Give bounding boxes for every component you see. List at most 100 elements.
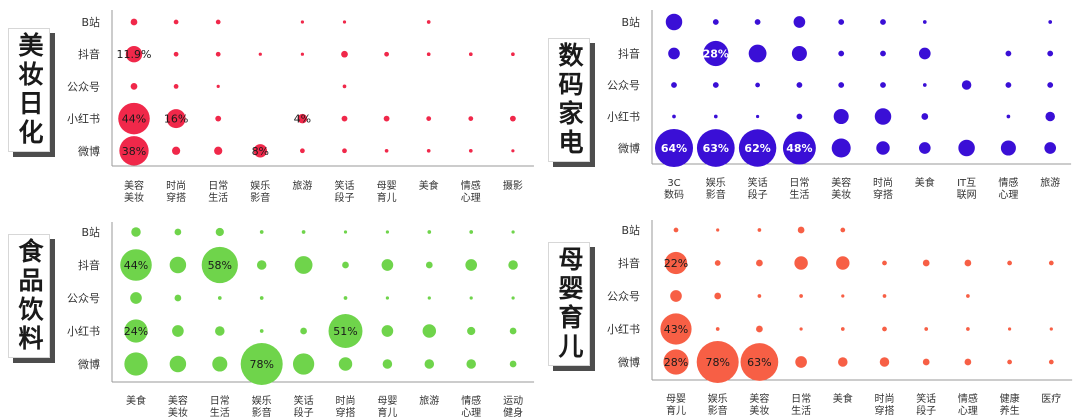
bubble	[958, 139, 975, 157]
x-tick-label: 旅游	[419, 394, 439, 407]
bubble	[341, 50, 348, 58]
bubble	[671, 82, 677, 88]
x-tick-label: 时尚穿搭	[875, 392, 895, 417]
bubble	[796, 82, 803, 88]
bubble	[217, 296, 222, 300]
bubble	[169, 256, 187, 274]
bubble	[794, 256, 808, 270]
bubble	[215, 326, 225, 336]
x-tick-label: 美食	[126, 394, 146, 407]
bubble	[215, 115, 222, 122]
bubble	[422, 324, 437, 338]
bubble	[509, 327, 517, 335]
y-tick-label: 微博	[78, 357, 100, 371]
bubble	[130, 83, 138, 90]
chart-title: 食品饮料	[15, 238, 44, 354]
y-tick-label: B站	[81, 15, 100, 29]
data-label: 11.9%	[117, 48, 152, 61]
bubble	[670, 290, 682, 302]
chart-title-box: 食品饮料	[8, 234, 50, 358]
x-tick-label: 美容美妆	[831, 176, 851, 201]
bubble	[338, 357, 353, 371]
bubble	[840, 327, 845, 331]
bubble	[426, 148, 431, 153]
bubble	[342, 20, 347, 24]
bubble	[131, 227, 141, 237]
bubble	[119, 136, 149, 166]
chart-title: 母婴育儿	[555, 246, 584, 362]
x-tick-label: 旅游	[1040, 176, 1060, 189]
x-tick-label: 美容美妆	[168, 394, 188, 419]
bubble	[668, 47, 680, 60]
bubble	[793, 16, 806, 28]
bubble	[755, 82, 760, 88]
bubble	[782, 131, 816, 165]
bubble	[426, 116, 432, 121]
y-tick-label: 公众号	[607, 290, 640, 303]
bubble	[240, 343, 283, 385]
bubble	[922, 83, 927, 87]
data-label: 44%	[124, 259, 148, 272]
bubble	[300, 148, 305, 154]
bubble	[756, 259, 763, 267]
bubble	[258, 52, 262, 56]
bubble	[468, 116, 474, 121]
x-tick-label: 日常生活	[210, 394, 230, 419]
x-tick-label: 娱乐影音	[250, 179, 270, 204]
y-tick-label: 抖音	[618, 47, 640, 61]
data-label: 62%	[744, 142, 770, 155]
x-tick-label: 笑话段子	[335, 179, 355, 204]
bubble	[511, 52, 515, 57]
bubble	[509, 360, 517, 368]
x-tick-label: 情感心理	[998, 176, 1018, 201]
bubble	[253, 144, 268, 158]
bubble	[343, 230, 348, 234]
bubble	[426, 20, 431, 24]
bubble	[469, 230, 474, 234]
y-tick-label: 公众号	[607, 79, 640, 92]
data-label: 63%	[703, 142, 729, 155]
bubble	[918, 142, 931, 154]
bubble	[696, 341, 739, 383]
bubble	[1048, 359, 1054, 365]
bubble	[174, 294, 182, 302]
bubble	[796, 113, 803, 120]
bubble	[424, 359, 435, 369]
bubble	[672, 114, 676, 119]
bubble	[799, 294, 803, 298]
x-tick-label: 日常生活	[789, 176, 809, 201]
data-label: 78%	[249, 358, 273, 371]
bubble	[964, 358, 972, 366]
x-tick-label: 时尚穿搭	[166, 179, 186, 204]
x-tick-label: 日常生活	[791, 392, 811, 417]
bubble	[964, 259, 972, 267]
y-tick-label: 微博	[78, 144, 100, 158]
bubble	[328, 314, 363, 348]
bubble	[1044, 142, 1057, 154]
bubble	[214, 146, 223, 155]
bubble	[508, 260, 518, 270]
y-tick-label: B站	[621, 223, 640, 237]
x-tick-label: 娱乐影音	[708, 392, 728, 417]
bubble	[343, 296, 348, 300]
y-tick-label: 抖音	[78, 258, 100, 272]
bubble	[259, 296, 264, 300]
x-tick-label: 时尚穿搭	[336, 394, 356, 419]
x-tick-label: 娱乐影音	[252, 394, 272, 419]
bubble	[922, 358, 930, 366]
bubble	[838, 82, 845, 88]
bubble	[703, 40, 729, 67]
data-label: 22%	[664, 257, 688, 270]
bubble	[171, 146, 181, 155]
bubble	[1005, 50, 1012, 57]
bubble	[712, 82, 719, 88]
bubble	[215, 51, 221, 57]
bubble	[838, 50, 845, 57]
bubble	[879, 357, 890, 367]
bubble	[124, 319, 148, 343]
bubble	[665, 13, 683, 31]
x-tick-label: 运动健身	[503, 395, 523, 419]
